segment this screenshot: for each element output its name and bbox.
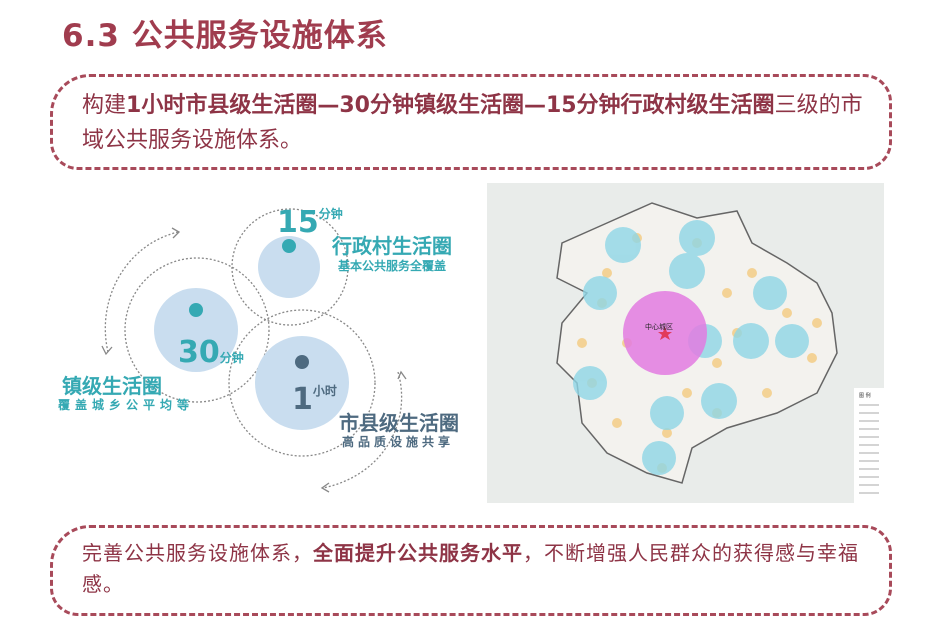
arrow-head-icon xyxy=(101,345,113,356)
outro-text: 完善公共服务设施体系，全面提升公共服务水平，不断增强人民群众的获得感与幸福感。 xyxy=(82,538,872,600)
outro-suffix: ，不断增强人民群众的获得感与幸福感。 xyxy=(82,541,859,596)
map-legend-title: 图 例 xyxy=(859,392,871,399)
village-circle xyxy=(258,236,320,298)
outro-prefix: 完善公共服务设施体系， xyxy=(82,541,313,565)
town-circles xyxy=(573,220,809,475)
town-dot xyxy=(189,303,203,317)
village-dot xyxy=(282,239,296,253)
city-circle xyxy=(255,336,349,430)
star-icon xyxy=(658,327,672,340)
arrow-head-icon xyxy=(397,370,407,380)
village-circle-desc: 基本公共服务全覆盖 xyxy=(338,259,447,273)
town-circle-name: 镇级生活圈 xyxy=(62,374,162,398)
map-center-label: 中心城区 xyxy=(645,322,673,331)
arrow-arc-right xyxy=(322,371,403,489)
intro-text: 构建1小时市县级生活圈—30分钟镇级生活圈—15分钟行政村级生活圈三级的市域公共… xyxy=(82,88,872,158)
city-time: 1小时 xyxy=(292,382,337,417)
city-range-ring xyxy=(228,309,376,457)
outro-bold: 全面提升公共服务水平 xyxy=(313,541,523,565)
intro-prefix: 构建 xyxy=(82,93,127,118)
village-range-ring xyxy=(231,208,349,326)
intro-suffix: 三级的市域公共服务设施体系。 xyxy=(82,93,863,153)
city-circle-desc: 高品质设施共享 xyxy=(342,435,455,449)
town-time: 30分钟 xyxy=(178,335,244,370)
arrow-head-icon xyxy=(171,227,181,239)
life-circle-diagram xyxy=(101,208,407,493)
town-range-ring xyxy=(124,257,270,403)
town-circle-desc: 覆盖城乡公平均等 xyxy=(58,398,195,412)
page-title: 6.3 公共服务设施体系 xyxy=(62,18,388,54)
city-circle-name: 市县级生活圈 xyxy=(339,411,459,435)
town-circle xyxy=(154,288,238,372)
outro-dashed-frame xyxy=(50,525,892,616)
intro-dashed-frame xyxy=(50,74,892,170)
village-circle-name: 行政村生活圈 xyxy=(332,234,452,258)
arrow-arc-left xyxy=(104,231,179,353)
legend-items xyxy=(859,404,879,494)
service-circle-map: 中心城区 图 例 xyxy=(487,183,884,503)
intro-bold: 1小时市县级生活圈—30分钟镇级生活圈—15分钟行政村级生活圈 xyxy=(126,93,775,118)
city-dot xyxy=(295,355,309,369)
village-time: 15分钟 xyxy=(277,205,343,240)
arrow-head-icon xyxy=(320,482,330,493)
